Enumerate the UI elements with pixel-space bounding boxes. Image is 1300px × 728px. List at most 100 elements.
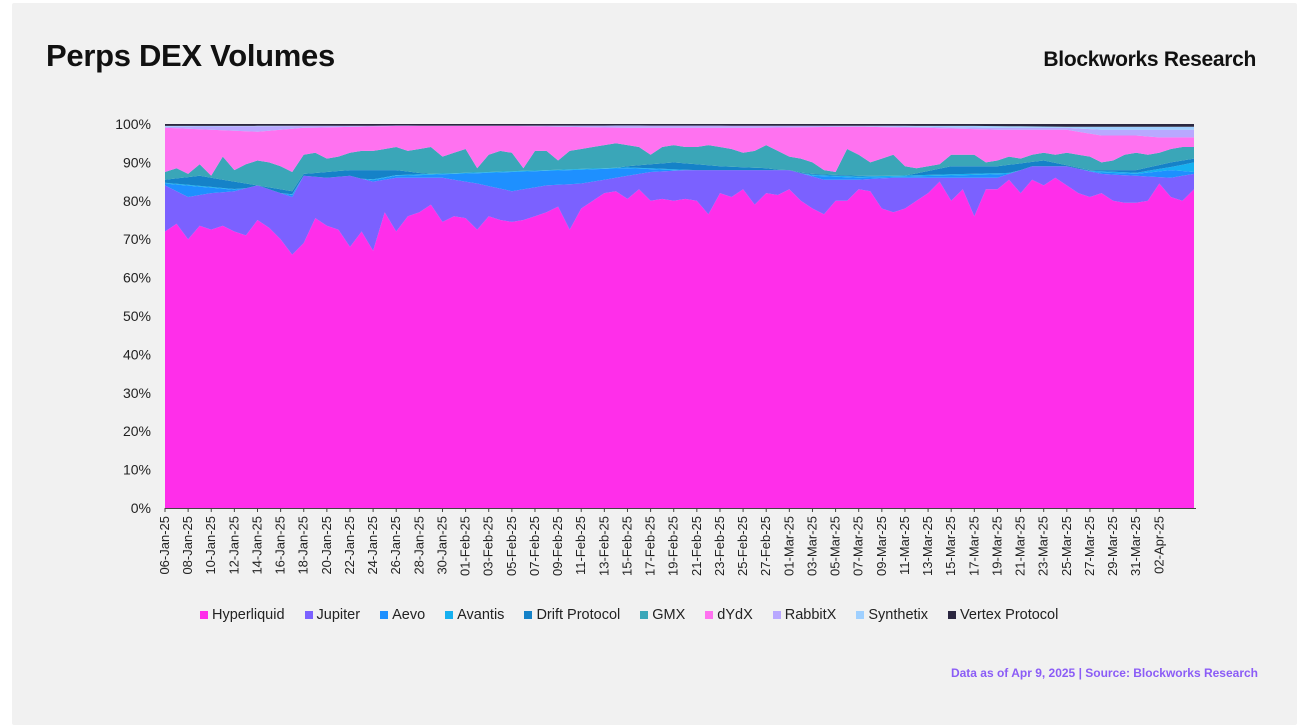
legend-item-dydx: dYdX xyxy=(705,607,753,623)
brand-logo-text: Blockworks Research xyxy=(1043,48,1256,71)
x-tick-label: 17-Feb-25 xyxy=(643,516,658,576)
y-tick-label: 30% xyxy=(123,385,151,401)
x-tick-label: 01-Mar-25 xyxy=(781,516,796,576)
x-tick-label: 21-Mar-25 xyxy=(1013,516,1028,576)
series-area-gmx xyxy=(165,143,1194,192)
legend-item-synthetix: Synthetix xyxy=(856,607,928,623)
x-tick-label: 07-Mar-25 xyxy=(851,516,866,576)
legend-swatch xyxy=(200,611,208,619)
series-area-synthetix xyxy=(165,125,1194,130)
legend-label: Hyperliquid xyxy=(212,607,285,623)
legend-label: Vertex Protocol xyxy=(960,607,1059,623)
legend-label: Drift Protocol xyxy=(536,607,621,623)
x-tick-label: 19-Mar-25 xyxy=(989,516,1004,576)
x-tick-label: 01-Feb-25 xyxy=(458,516,473,576)
x-tick-label: 15-Feb-25 xyxy=(619,516,634,576)
y-tick-label: 60% xyxy=(123,270,151,286)
series-area-drift-protocol xyxy=(165,158,1194,195)
legend-item-gmx: GMX xyxy=(640,607,685,623)
legend-swatch xyxy=(524,611,533,619)
chart-legend: Hyperliquid Jupiter Aevo Avantis Drift Proto… xyxy=(200,607,1140,623)
x-tick-label: 23-Mar-25 xyxy=(1036,516,1051,576)
x-tick-label: 18-Jan-25 xyxy=(296,516,311,575)
legend-swatch xyxy=(304,611,313,619)
legend-label: Jupiter xyxy=(316,607,361,623)
legend-label: GMX xyxy=(652,607,686,623)
x-tick-label: 08-Jan-25 xyxy=(180,516,195,575)
legend-label: RabbitX xyxy=(784,607,837,623)
x-tick-label: 20-Jan-25 xyxy=(319,516,334,575)
x-tick-label: 12-Jan-25 xyxy=(226,516,241,575)
y-axis-ticks: 0% 10% 20% 30% 40% 50% 60% 70% 80% 90% 100% xyxy=(115,116,151,516)
legend-item-avantis: Avantis xyxy=(445,607,504,623)
legend-swatch xyxy=(380,611,389,619)
legend-swatch xyxy=(948,611,957,619)
x-tick-label: 05-Feb-25 xyxy=(504,516,519,576)
x-tick-label: 13-Feb-25 xyxy=(596,516,611,576)
x-tick-label: 10-Jan-25 xyxy=(203,516,218,575)
x-tick-label: 15-Mar-25 xyxy=(943,516,958,576)
legend-label: Aevo xyxy=(392,607,426,623)
x-tick-label: 27-Feb-25 xyxy=(758,516,773,576)
y-tick-label: 20% xyxy=(123,423,151,439)
x-tick-label: 16-Jan-25 xyxy=(273,516,288,575)
x-tick-label: 05-Mar-25 xyxy=(828,516,843,576)
x-tick-label: 09-Mar-25 xyxy=(874,516,889,576)
page-title: Perps DEX Volumes xyxy=(46,38,335,73)
x-tick-label: 25-Feb-25 xyxy=(735,516,750,576)
x-tick-label: 26-Jan-25 xyxy=(388,516,403,575)
chart-series-areas xyxy=(165,124,1194,509)
series-area-rabbitx xyxy=(165,125,1194,138)
x-tick-label: 13-Mar-25 xyxy=(920,516,935,576)
series-area-hyperliquid xyxy=(165,177,1194,509)
legend-item-jupiter: Jupiter xyxy=(304,607,361,623)
y-tick-label: 80% xyxy=(123,193,151,209)
legend-label: Avantis xyxy=(457,607,505,623)
legend-swatch xyxy=(705,611,714,619)
series-area-jupiter xyxy=(165,166,1194,255)
y-tick-label: 10% xyxy=(123,462,151,478)
legend-swatch xyxy=(445,611,454,619)
y-tick-label: 70% xyxy=(123,231,151,247)
y-tick-label: 40% xyxy=(123,346,151,362)
legend-item-drift-protocol: Drift Protocol xyxy=(524,607,620,623)
x-tick-label: 17-Mar-25 xyxy=(966,516,981,576)
x-tick-label: 02-Apr-25 xyxy=(1151,516,1166,574)
x-tick-label: 11-Mar-25 xyxy=(897,516,912,575)
x-tick-label: 14-Jan-25 xyxy=(249,516,264,575)
x-tick-label: 24-Jan-25 xyxy=(365,516,380,575)
x-axis-ticks: 06-Jan-25 08-Jan-25 10-Jan-25 12-Jan-25 14-J… xyxy=(157,508,1166,576)
x-tick-label: 22-Jan-25 xyxy=(342,516,357,575)
legend-item-vertex-protocol: Vertex Protocol xyxy=(948,607,1058,623)
x-tick-label: 03-Mar-25 xyxy=(804,516,819,576)
legend-item-rabbitx: RabbitX xyxy=(772,607,837,623)
x-tick-label: 31-Mar-25 xyxy=(1128,516,1143,576)
y-tick-label: 0% xyxy=(131,500,151,516)
x-tick-label: 09-Feb-25 xyxy=(550,516,565,576)
x-tick-label: 28-Jan-25 xyxy=(411,516,426,575)
x-tick-label: 23-Feb-25 xyxy=(712,516,727,576)
series-area-dydx xyxy=(165,125,1194,176)
legend-swatch xyxy=(772,611,781,619)
x-tick-label: 03-Feb-25 xyxy=(481,516,496,576)
x-tick-label: 21-Feb-25 xyxy=(689,516,704,576)
x-tick-label: 25-Mar-25 xyxy=(1059,516,1074,576)
legend-label: Synthetix xyxy=(868,607,929,623)
x-tick-label: 27-Mar-25 xyxy=(1082,516,1097,576)
series-area-vertex-protocol xyxy=(165,124,1194,127)
x-tick-label: 30-Jan-25 xyxy=(434,516,449,575)
y-tick-label: 90% xyxy=(123,154,151,170)
legend-label: dYdX xyxy=(717,607,753,623)
x-tick-label: 19-Feb-25 xyxy=(666,516,681,576)
source-note: Data as of Apr 9, 2025 | Source: Blockwo… xyxy=(950,666,1258,680)
y-tick-label: 50% xyxy=(123,308,151,324)
x-tick-label: 11-Feb-25 xyxy=(573,516,588,575)
legend-item-hyperliquid: Hyperliquid xyxy=(200,607,285,623)
y-tick-label: 100% xyxy=(115,116,151,132)
legend-item-aevo: Aevo xyxy=(380,607,425,623)
x-tick-label: 07-Feb-25 xyxy=(527,516,542,576)
x-tick-label: 29-Mar-25 xyxy=(1105,516,1120,576)
x-tick-label: 06-Jan-25 xyxy=(157,516,172,575)
legend-swatch xyxy=(856,611,865,619)
